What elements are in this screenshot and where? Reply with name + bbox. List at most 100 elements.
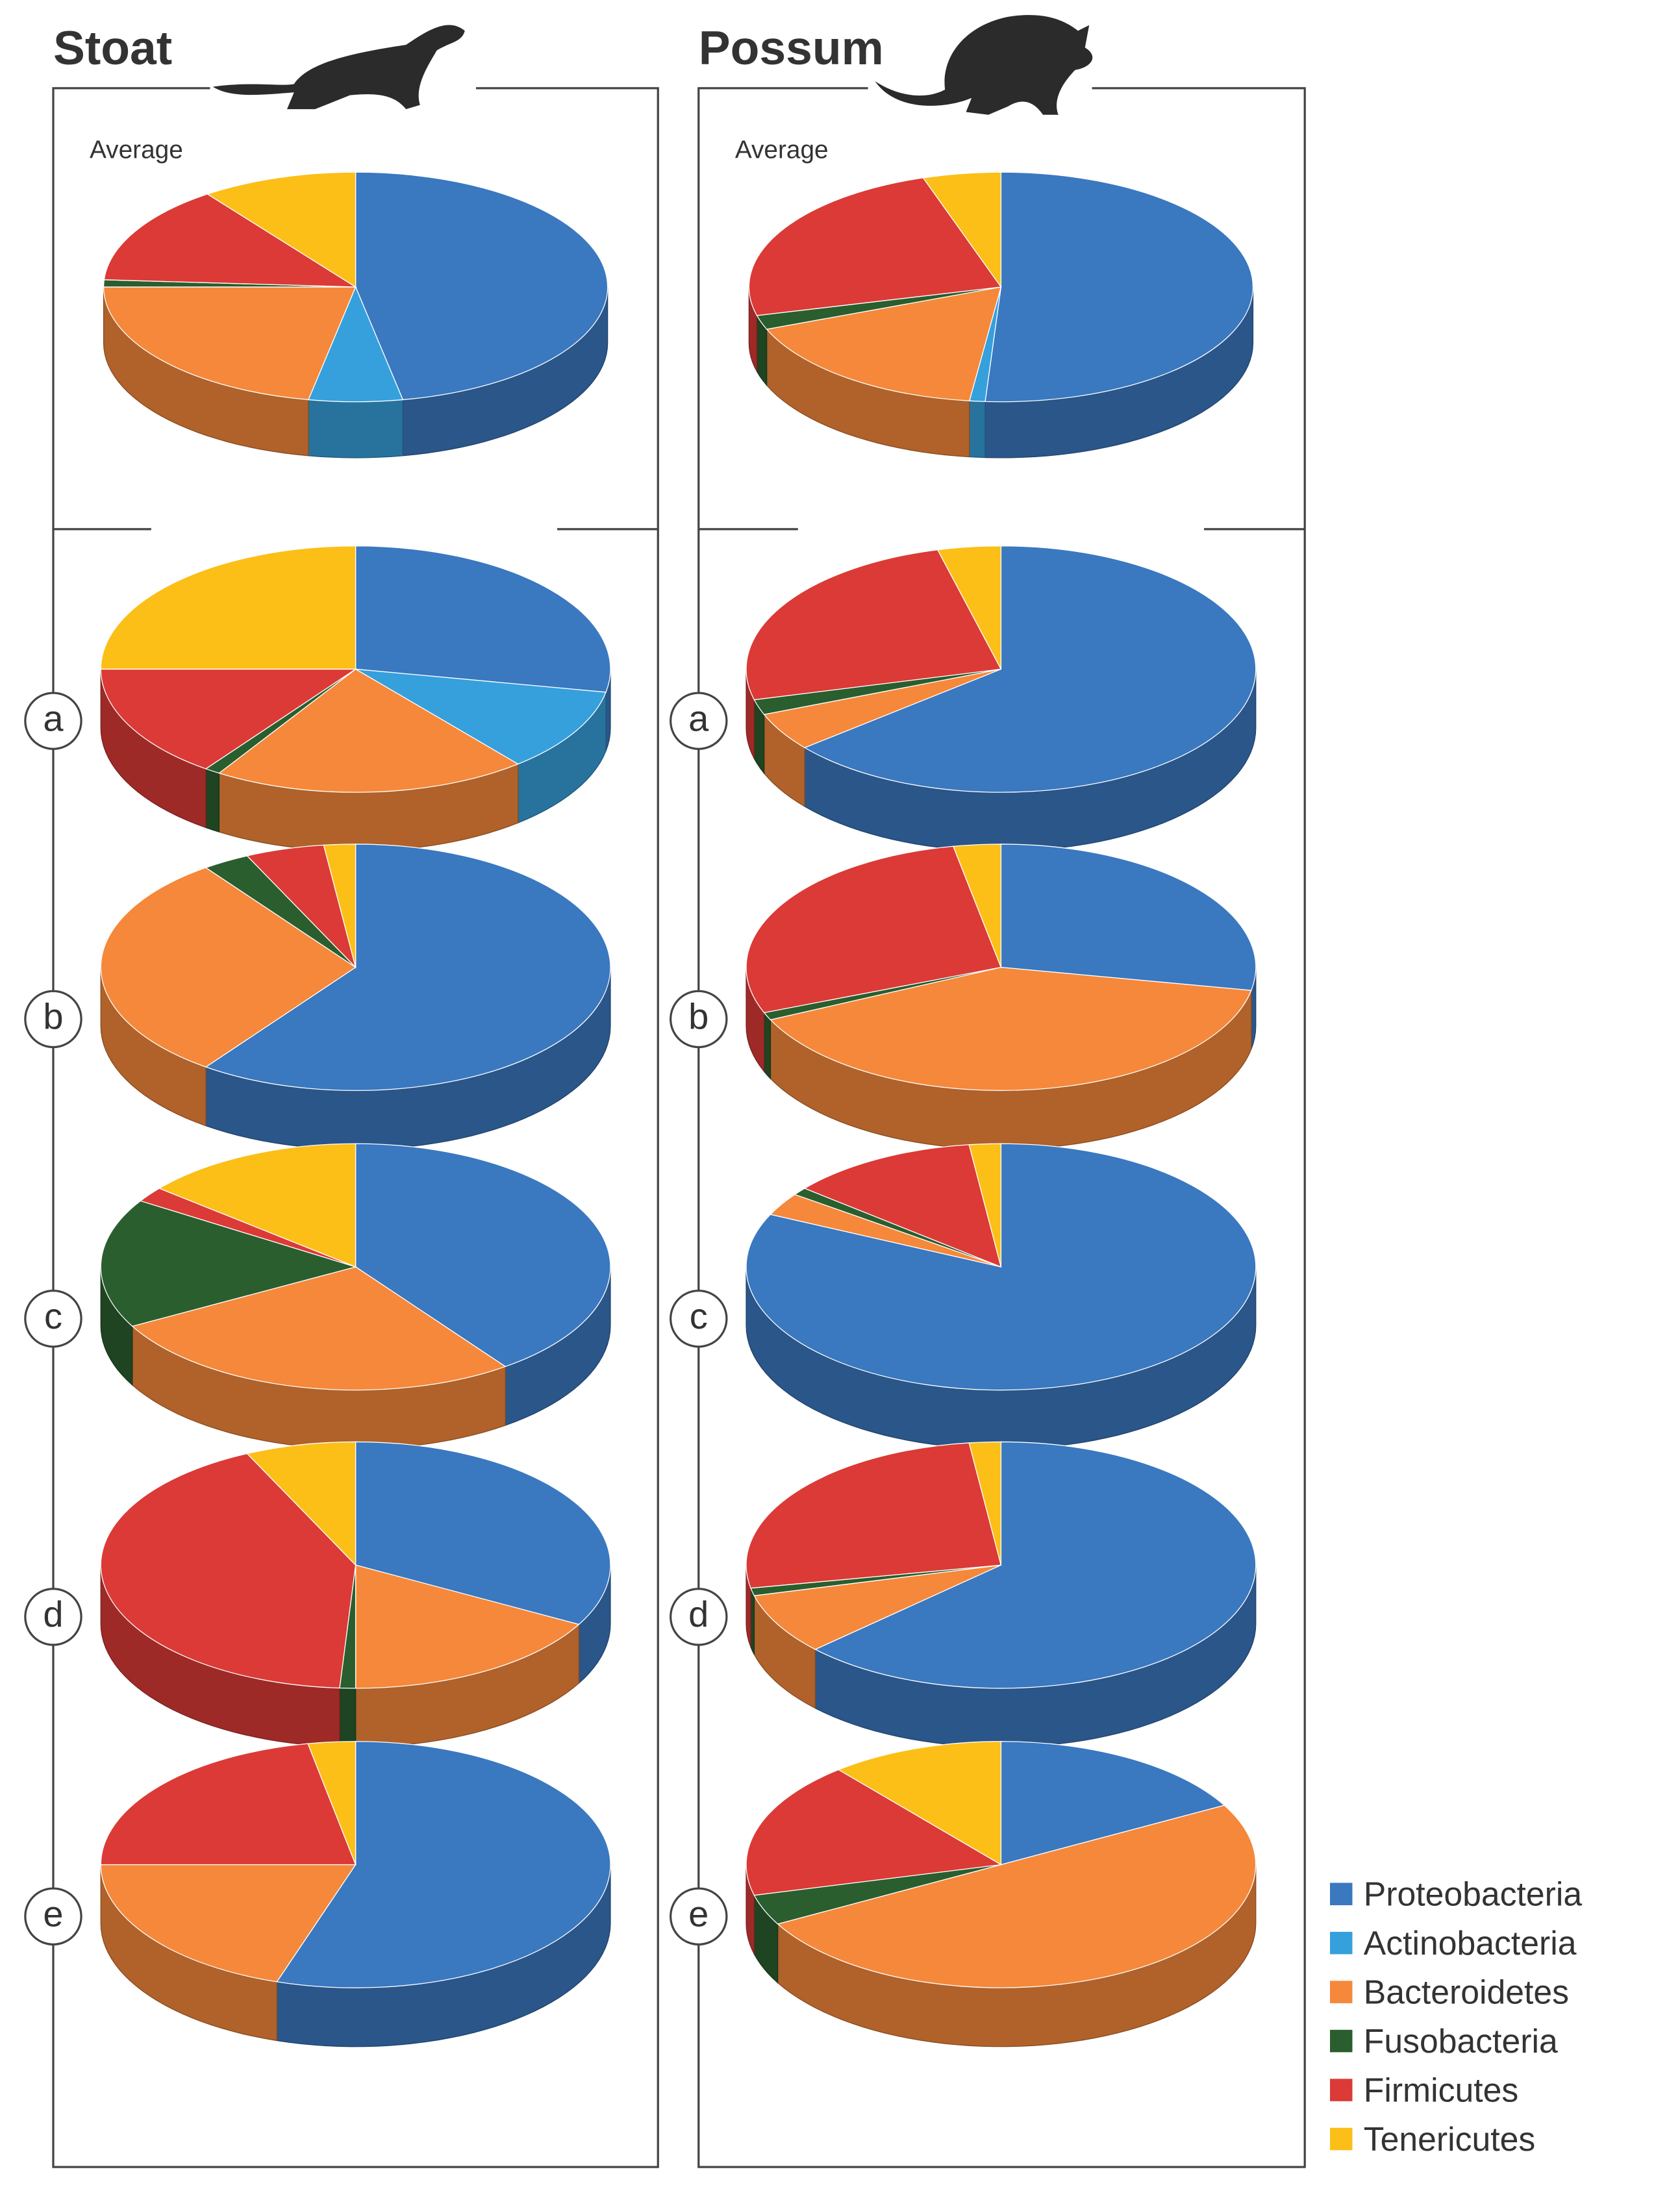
pie-side	[969, 400, 986, 458]
label-circle	[24, 1289, 82, 1348]
legend-swatch	[1330, 2127, 1353, 2151]
chart-title: e	[688, 1893, 708, 1934]
pie-side	[750, 1588, 755, 1655]
pie-slice	[100, 1200, 357, 1327]
pie-slice	[922, 171, 1002, 288]
pie-slice	[218, 668, 520, 793]
pie-slice	[323, 844, 357, 968]
legend-label: Bacteroidetes	[1364, 1973, 1569, 2011]
pie-slice	[778, 1805, 1256, 1988]
pie-slice	[746, 549, 1002, 701]
pie-slice	[936, 545, 1002, 669]
pie-slice	[748, 177, 1002, 316]
pie-tops	[746, 1741, 1256, 1988]
legend-swatch	[1330, 2029, 1353, 2053]
pie-tops	[746, 1441, 1257, 1689]
legend-label: Firmicutes	[1364, 2071, 1519, 2109]
chart-title: a	[43, 697, 64, 738]
gap	[151, 518, 558, 541]
pie-tops	[100, 1741, 611, 1988]
pie-slice	[246, 1441, 357, 1566]
pie-slice	[968, 1441, 1002, 1566]
legend-label: Fusobacteria	[1364, 2022, 1558, 2060]
pie-slice	[746, 845, 1002, 1014]
label-circle	[670, 1588, 728, 1646]
legend-swatch	[1330, 1883, 1353, 1905]
chart-title: a	[688, 697, 709, 738]
pie-tops	[100, 1441, 611, 1689]
pie-slice	[814, 1441, 1257, 1689]
pie-slice	[307, 286, 404, 403]
label-circle	[24, 1887, 82, 1946]
pie-slice	[968, 1143, 1002, 1268]
label-circle	[670, 692, 728, 750]
pie-side	[763, 1011, 771, 1080]
pie-slice	[355, 1143, 611, 1368]
pie-side	[205, 768, 220, 833]
label-circle	[670, 1289, 728, 1348]
legend-label: Tenericutes	[1364, 2120, 1535, 2158]
chart-title: Average	[90, 136, 183, 164]
possum-silhouette	[875, 15, 1093, 115]
legend-swatch	[1330, 1931, 1353, 1955]
pie-slice	[803, 1144, 1002, 1268]
chart-title: b	[43, 996, 63, 1037]
pie-slice	[766, 286, 1002, 401]
pie-slice	[355, 1564, 580, 1689]
stoat-silhouette	[212, 25, 465, 110]
legend-swatch	[1330, 1981, 1353, 2003]
pie-slice	[770, 966, 1252, 1091]
pie-slice	[1000, 844, 1257, 991]
legend-swatch	[1330, 2079, 1353, 2101]
pie-slice	[100, 1453, 357, 1689]
pie-tops	[103, 171, 608, 403]
pie-slice	[746, 1769, 1003, 1896]
pie-slice	[103, 286, 357, 401]
label-circle	[24, 1588, 82, 1646]
label-circle	[24, 990, 82, 1049]
pie-slice	[205, 844, 611, 1091]
pie-side	[308, 399, 403, 458]
pie-slice	[355, 668, 607, 765]
pie-slice	[355, 1441, 611, 1625]
pie-slice	[207, 171, 357, 288]
chart-title: c	[690, 1295, 708, 1336]
pie-tops	[746, 844, 1257, 1091]
chart-title: b	[688, 996, 708, 1037]
label-circle	[670, 1887, 728, 1946]
pie-slice	[100, 1743, 357, 1866]
pie-slice	[158, 1143, 357, 1268]
group-title: Possum	[699, 21, 884, 75]
pie-slice	[100, 668, 357, 769]
pie-tops	[100, 545, 611, 793]
pie-tops	[100, 1143, 611, 1391]
gap	[797, 518, 1204, 541]
pie-sides	[746, 1565, 1257, 1747]
pie-slice	[837, 1741, 1002, 1866]
pie-slice	[355, 545, 611, 693]
pie-sides	[746, 669, 1257, 852]
legend-label: Proteobacteria	[1364, 1875, 1583, 1913]
legend-label: Actinobacteria	[1364, 1924, 1577, 1962]
pie-slice	[952, 844, 1002, 968]
chart-title: d	[688, 1594, 708, 1634]
pie-slice	[803, 545, 1257, 793]
pie-slice	[307, 1741, 357, 1865]
chart-title: Average	[735, 136, 829, 164]
pie-sides	[100, 669, 611, 852]
pie-slice	[131, 1266, 507, 1391]
pie-tops	[100, 844, 611, 1091]
pie-slice	[753, 1564, 1001, 1650]
pie-slice	[276, 1741, 611, 1988]
pie-tops	[746, 1143, 1257, 1391]
pie-slice	[984, 171, 1254, 403]
pie-slice	[746, 1442, 1002, 1589]
chart-title: c	[44, 1295, 62, 1336]
pie-sides	[103, 286, 608, 458]
label-circle	[24, 692, 82, 750]
pie-sides	[746, 1864, 1257, 2047]
pie-tops	[748, 171, 1254, 403]
label-circle	[670, 990, 728, 1049]
